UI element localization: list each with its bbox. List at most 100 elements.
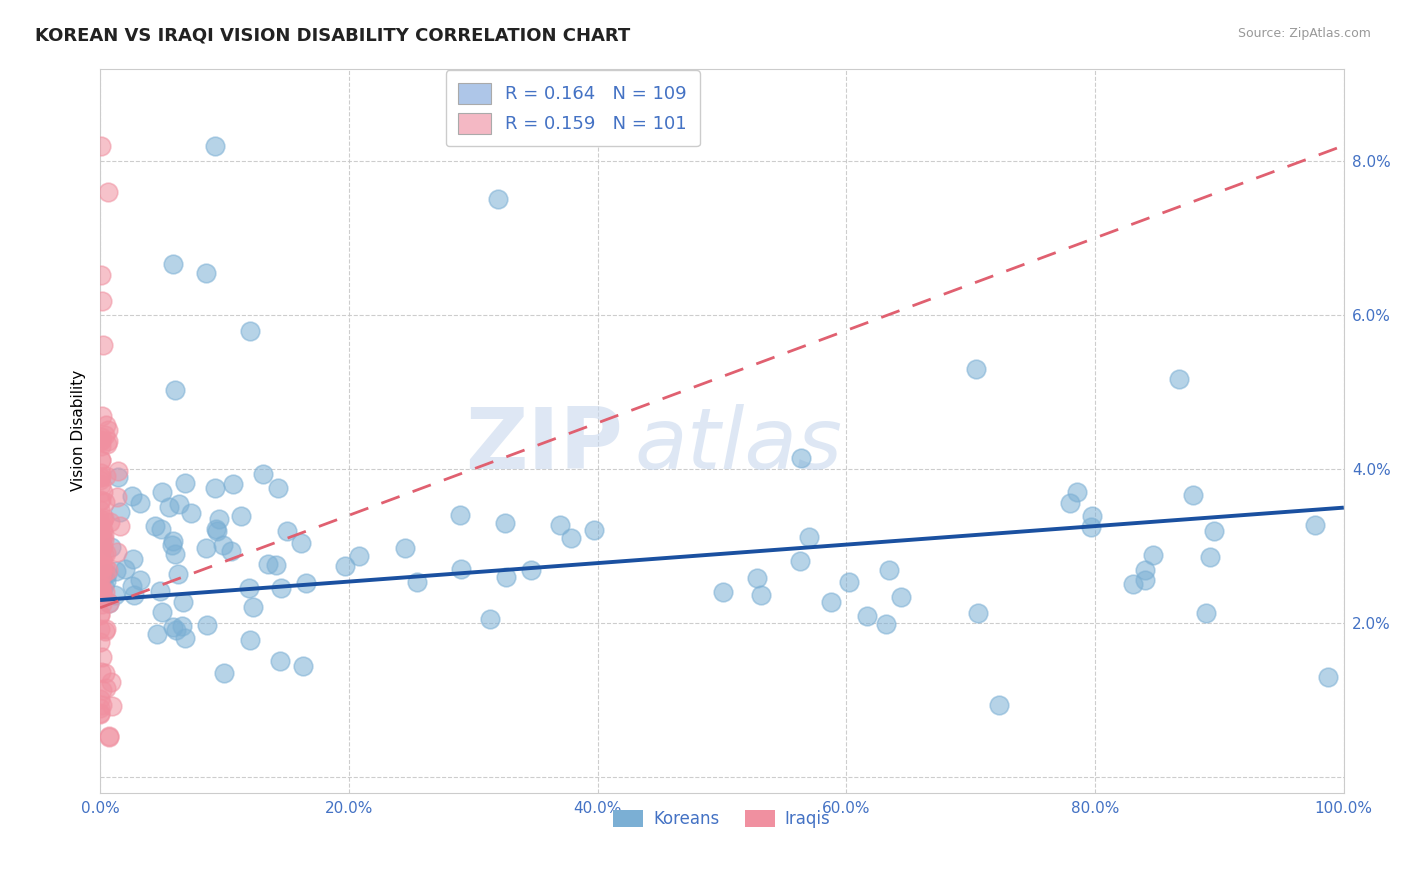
Point: [267, 481, 290, 495]
Point: [252, 467, 274, 481]
Point: [91, 293, 114, 308]
Point: [1195, 606, 1218, 620]
Point: [1168, 372, 1191, 386]
Point: [89, 635, 111, 649]
Point: [1080, 520, 1102, 534]
Point: [90, 579, 112, 593]
Point: [173, 631, 195, 645]
Point: [90, 138, 112, 153]
Point: [90, 698, 112, 713]
Point: [965, 361, 987, 376]
Point: [988, 698, 1011, 712]
Point: [90, 585, 112, 599]
Point: [212, 665, 235, 680]
Point: [162, 257, 184, 271]
Point: [172, 619, 194, 633]
Point: [89, 560, 111, 574]
Point: [713, 585, 735, 599]
Point: [195, 618, 218, 632]
Point: [1081, 509, 1104, 524]
Point: [204, 481, 226, 495]
Point: [89, 607, 111, 622]
Point: [91, 528, 114, 542]
Point: [204, 138, 226, 153]
Point: [91, 485, 114, 500]
Point: [94, 469, 117, 483]
Point: [89, 530, 111, 544]
Point: [93, 559, 115, 574]
Point: [94, 622, 117, 636]
Point: [105, 545, 128, 559]
Point: [295, 576, 318, 591]
Point: [167, 566, 190, 581]
Point: [90, 665, 112, 680]
Point: [276, 524, 298, 539]
Point: [157, 500, 180, 515]
Point: [90, 535, 112, 549]
Point: [90, 434, 112, 448]
Point: [96, 574, 118, 589]
Point: [94, 418, 117, 433]
Point: [93, 579, 115, 593]
Point: [90, 585, 112, 599]
Point: [495, 569, 517, 583]
Point: [520, 563, 543, 577]
Point: [747, 571, 769, 585]
Point: [165, 623, 187, 637]
Point: [89, 706, 111, 720]
Point: [90, 478, 112, 492]
Point: [180, 506, 202, 520]
Point: [290, 535, 312, 549]
Point: [238, 581, 260, 595]
Point: [789, 553, 811, 567]
Point: [550, 518, 572, 533]
Point: [90, 466, 112, 480]
Point: [856, 609, 879, 624]
Point: [91, 539, 114, 553]
Point: [799, 531, 821, 545]
Point: [97, 423, 120, 437]
Point: [97, 562, 120, 576]
Point: [94, 566, 117, 580]
Point: [94, 624, 117, 638]
Point: [97, 185, 120, 199]
Point: [838, 575, 860, 590]
Point: [89, 537, 111, 551]
Point: [194, 266, 217, 280]
Point: [105, 491, 128, 505]
Point: [162, 534, 184, 549]
Point: [1202, 524, 1225, 539]
Point: [394, 541, 416, 556]
Point: [93, 511, 115, 525]
Point: [122, 588, 145, 602]
Point: [162, 620, 184, 634]
Point: [160, 538, 183, 552]
Point: [93, 528, 115, 542]
Point: [98, 729, 121, 743]
Point: [90, 582, 112, 597]
Point: [96, 437, 118, 451]
Point: [89, 493, 111, 508]
Point: [242, 600, 264, 615]
Point: [91, 683, 114, 698]
Point: [90, 557, 112, 571]
Point: [486, 193, 509, 207]
Point: [143, 519, 166, 533]
Point: [89, 516, 111, 531]
Point: [94, 495, 117, 509]
Point: [90, 453, 112, 467]
Point: [96, 546, 118, 560]
Text: atlas: atlas: [636, 403, 844, 486]
Point: [333, 559, 356, 574]
Point: [104, 588, 127, 602]
Point: [89, 474, 111, 488]
Point: [219, 544, 242, 558]
Point: [90, 433, 112, 447]
Point: [90, 569, 112, 583]
Point: [90, 551, 112, 566]
Point: [93, 547, 115, 561]
Point: [208, 512, 231, 526]
Point: [560, 531, 582, 545]
Point: [90, 554, 112, 568]
Point: [494, 516, 516, 530]
